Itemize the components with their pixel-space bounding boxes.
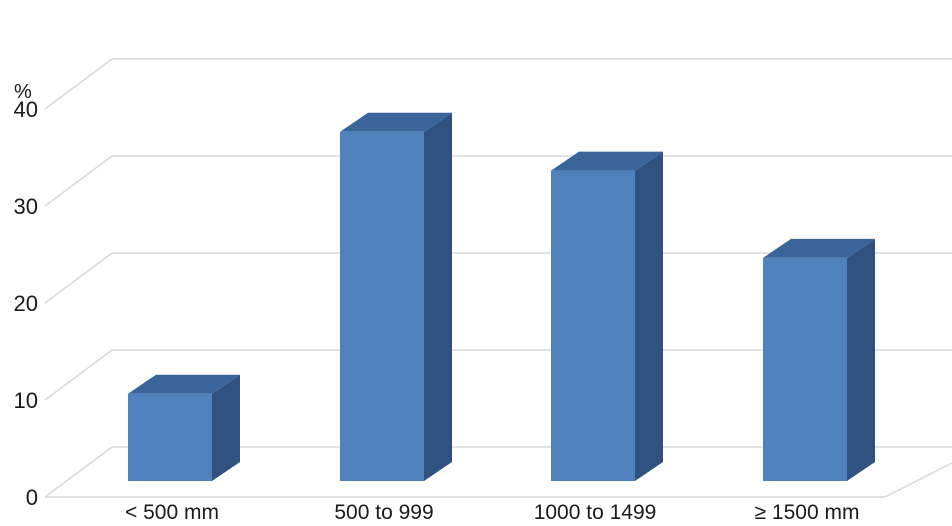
gridline-side: [44, 446, 113, 498]
y-axis-unit-label: %: [14, 81, 32, 103]
gridline-side: [44, 155, 113, 207]
bar: [551, 151, 663, 481]
y-tick-label: 0: [26, 485, 38, 510]
bar-top: [128, 374, 240, 394]
bar-side: [635, 151, 663, 481]
bar-side: [212, 374, 240, 481]
y-tick-label: 20: [14, 291, 38, 316]
gridline-side: [44, 58, 113, 110]
y-tick-label: 40: [14, 97, 38, 122]
y-axis-ticks: 0 10 20 30 40: [14, 97, 38, 510]
bar-top: [340, 112, 452, 132]
gridline-side: [44, 252, 113, 304]
x-category-label: < 500 mm: [125, 501, 219, 524]
bar-front: [128, 393, 212, 481]
bar-top: [763, 238, 875, 258]
y-tick-label: 10: [14, 388, 38, 413]
bar: [763, 238, 875, 481]
bar-front: [340, 131, 424, 482]
bar: [340, 112, 452, 482]
x-axis-categories: < 500 mm 500 to 999 1000 to 1499 ≥ 1500 mm: [125, 501, 859, 524]
x-category-label: ≥ 1500 mm: [755, 501, 860, 524]
gridline-side: [44, 349, 113, 401]
x-category-label: 500 to 999: [334, 501, 433, 524]
bar-side: [847, 238, 875, 481]
bar-top: [551, 151, 663, 171]
bars: [128, 112, 875, 482]
floor-edge-side: [884, 462, 952, 498]
x-category-label: 1000 to 1499: [534, 501, 657, 524]
bar-front: [551, 170, 635, 481]
bar-side: [424, 112, 452, 482]
y-tick-label: 30: [14, 194, 38, 219]
bar: [128, 374, 240, 481]
bar-front: [763, 257, 847, 481]
